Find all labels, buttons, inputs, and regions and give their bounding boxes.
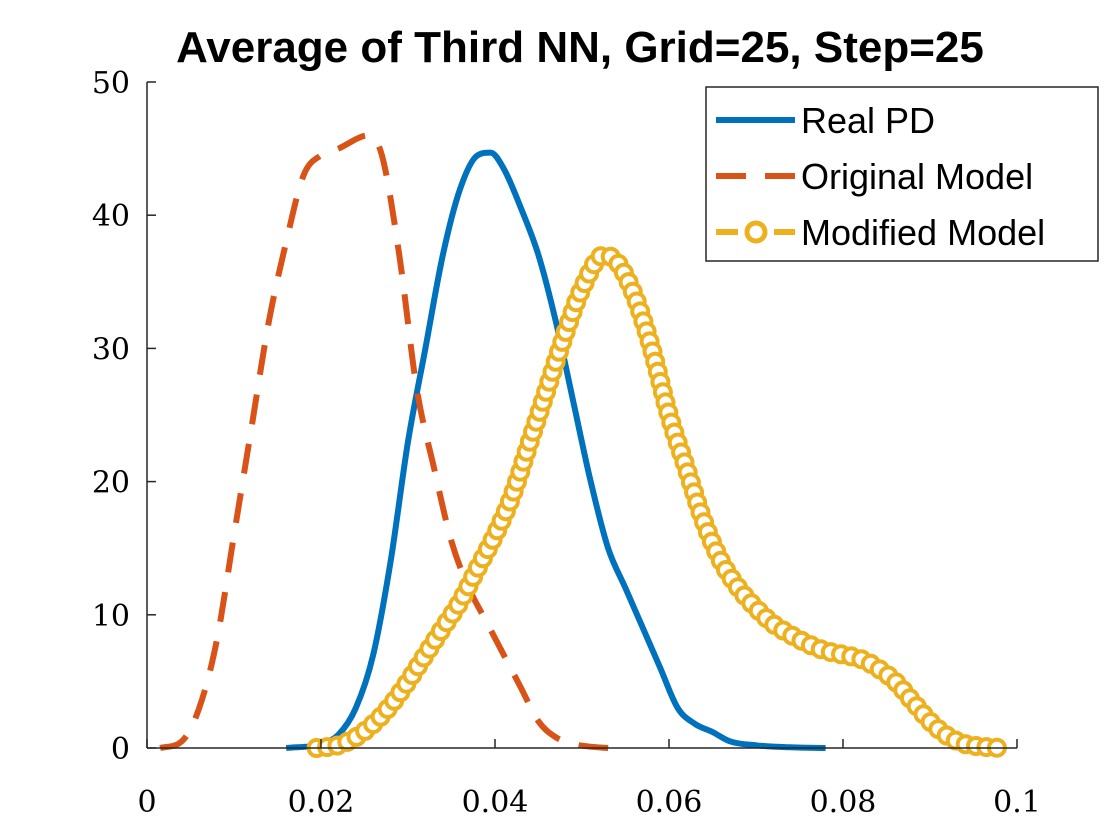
x-tick-label: 0 xyxy=(137,785,156,820)
legend-marker xyxy=(744,220,768,244)
legend-label: Real PD xyxy=(801,100,935,141)
x-tick-label: 0.1 xyxy=(993,785,1041,820)
y-tick-label: 10 xyxy=(92,599,130,634)
chart-title: Average of Third NN, Grid=25, Step=25 xyxy=(176,23,984,72)
series-line xyxy=(159,132,609,751)
x-tick-label: 0.04 xyxy=(462,785,529,820)
series-real-pd xyxy=(285,149,826,751)
legend-item: Original Model xyxy=(716,156,1033,197)
x-tick-label: 0.02 xyxy=(288,785,355,820)
y-tick-label: 0 xyxy=(111,732,130,767)
series-modified-model xyxy=(306,246,1007,758)
legend-label: Modified Model xyxy=(801,212,1045,253)
y-tick-label: 50 xyxy=(92,66,130,101)
axes: 0 0.02 0.04 0.06 0.08 0.1 0 10 20 30 40 50 xyxy=(92,66,1041,820)
x-tick-label: 0.08 xyxy=(810,785,877,820)
y-tick-label: 30 xyxy=(92,332,130,367)
legend-item: Real PD xyxy=(716,100,935,141)
series-original-model xyxy=(159,132,609,751)
y-tick-label: 20 xyxy=(92,466,130,501)
legend-label: Original Model xyxy=(801,156,1033,197)
series-line xyxy=(285,149,826,751)
legend-item: Modified Model xyxy=(716,212,1045,253)
x-tick-label: 0.06 xyxy=(636,785,703,820)
y-tick-label: 40 xyxy=(92,199,130,234)
plot-area xyxy=(159,132,1007,758)
legend: Real PD Original Model Modified Model xyxy=(705,86,1099,262)
